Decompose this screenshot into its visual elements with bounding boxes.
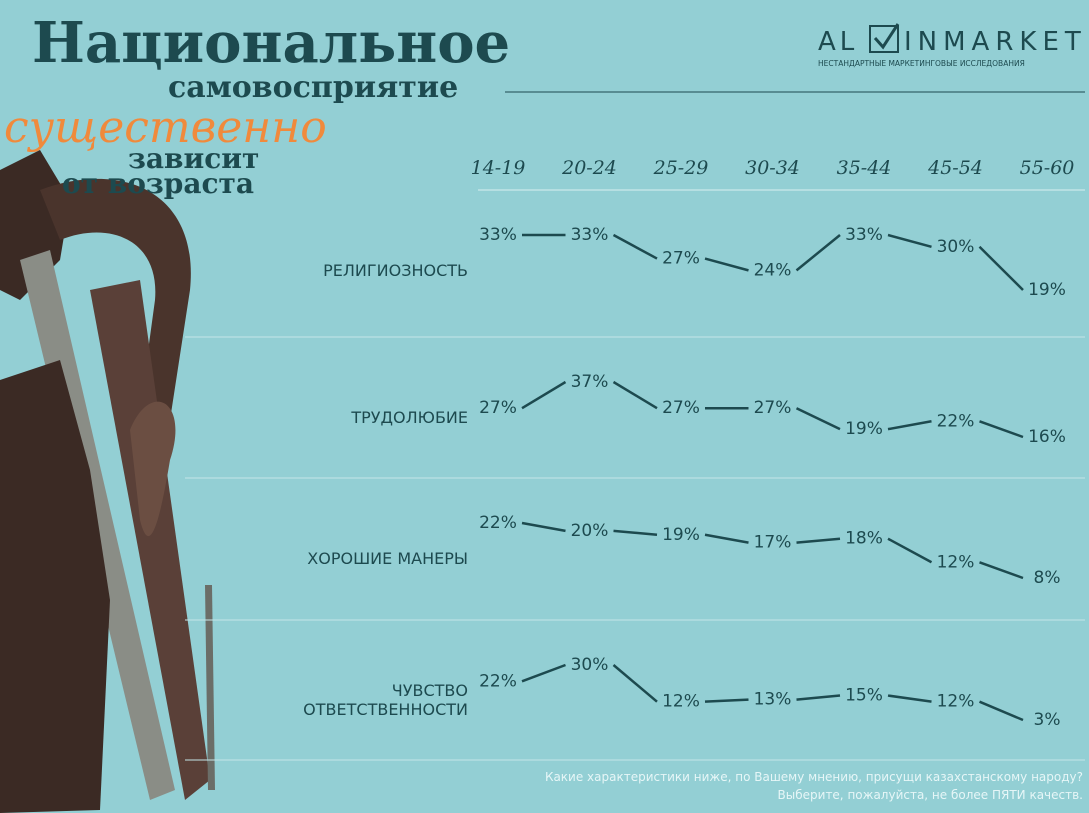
value-label: 13% [754,690,792,710]
x-category-label: 14-19 [471,157,526,179]
line-segment [980,562,1024,578]
line-segment [614,382,658,408]
line-segment [797,235,841,270]
value-label: 30% [937,237,975,257]
value-label: 12% [937,552,975,572]
row-label: ТРУДОЛЮБИЕ [288,377,468,457]
x-category-label: 35-44 [837,157,892,179]
logo-check [875,24,898,47]
value-label: 33% [571,225,609,245]
line-segment [980,247,1024,290]
line-segment [797,539,841,543]
value-label: 16% [1028,427,1066,447]
row-label: РЕЛИГИОЗНОСТЬ [288,230,468,310]
line-segment [522,382,566,408]
value-label: 12% [937,692,975,712]
line-segment [522,523,566,531]
value-label: 27% [662,249,700,269]
value-label: 19% [662,525,700,545]
value-label: 22% [479,513,517,533]
value-label: 37% [571,372,609,392]
footnote: Какие характеристики ниже, по Вашему мне… [545,770,1083,784]
value-label: 24% [754,260,792,280]
line-segment [705,700,749,702]
value-label: 33% [479,225,517,245]
line-segment [888,235,932,247]
logo-tagline: НЕСТАНДАРТНЫЕ МАРКЕТИНГОВЫЕ ИССЛЕДОВАНИЯ [818,59,1025,68]
title: самовосприятие [168,70,458,105]
value-label: 3% [1034,710,1061,730]
value-label: 19% [1028,280,1066,300]
line-segment [797,408,841,429]
logo-text: AL [818,27,858,57]
value-label: 33% [845,225,883,245]
line-segment [888,539,932,563]
row-label: ХОРОШИЕ МАНЕРЫ [288,518,468,598]
x-category-label: 20-24 [561,157,617,179]
title: Национальное [32,10,510,76]
value-label: 22% [937,411,975,431]
x-category-label: 30-34 [745,157,800,179]
logo: AL INMARKET НЕСТАНДАРТНЫЕ МАРКЕТИНГОВЫЕ … [818,24,1087,68]
line-segment [980,702,1024,720]
footnote: Выберите, пожалуйста, не более ПЯТИ каче… [778,788,1083,802]
line-segment [522,665,566,681]
line-segment [614,235,658,259]
decor-image [0,150,215,813]
value-label: 15% [845,686,883,706]
value-label: 30% [571,655,609,675]
line-segment [614,531,658,535]
chart: Национальное самовосприятие существенно … [0,0,1089,813]
value-label: 20% [571,521,609,541]
x-category-label: 45-54 [927,157,983,179]
x-category-label: 25-29 [653,157,709,179]
line-segment [797,696,841,700]
x-category-label: 55-60 [1020,157,1075,179]
line-segment [980,421,1024,437]
row-label: ЧУВСТВО ОТВЕТСТВЕННОСТИ [288,660,468,740]
value-label: 19% [845,419,883,439]
title: от возраста [62,167,254,200]
value-label: 22% [479,671,517,691]
value-label: 27% [479,398,517,418]
value-label: 12% [662,692,700,712]
value-label: 17% [754,533,792,553]
page: Национальное самовосприятие существенно … [0,0,1089,813]
line-segment [705,259,749,271]
value-label: 27% [662,398,700,418]
line-segment [888,696,932,702]
value-label: 27% [754,398,792,418]
value-label: 8% [1034,568,1061,588]
line-segment [705,535,749,543]
line-segment [888,421,932,429]
logo-text: INMARKET [904,27,1087,57]
line-segment [614,665,658,702]
value-label: 18% [845,529,883,549]
